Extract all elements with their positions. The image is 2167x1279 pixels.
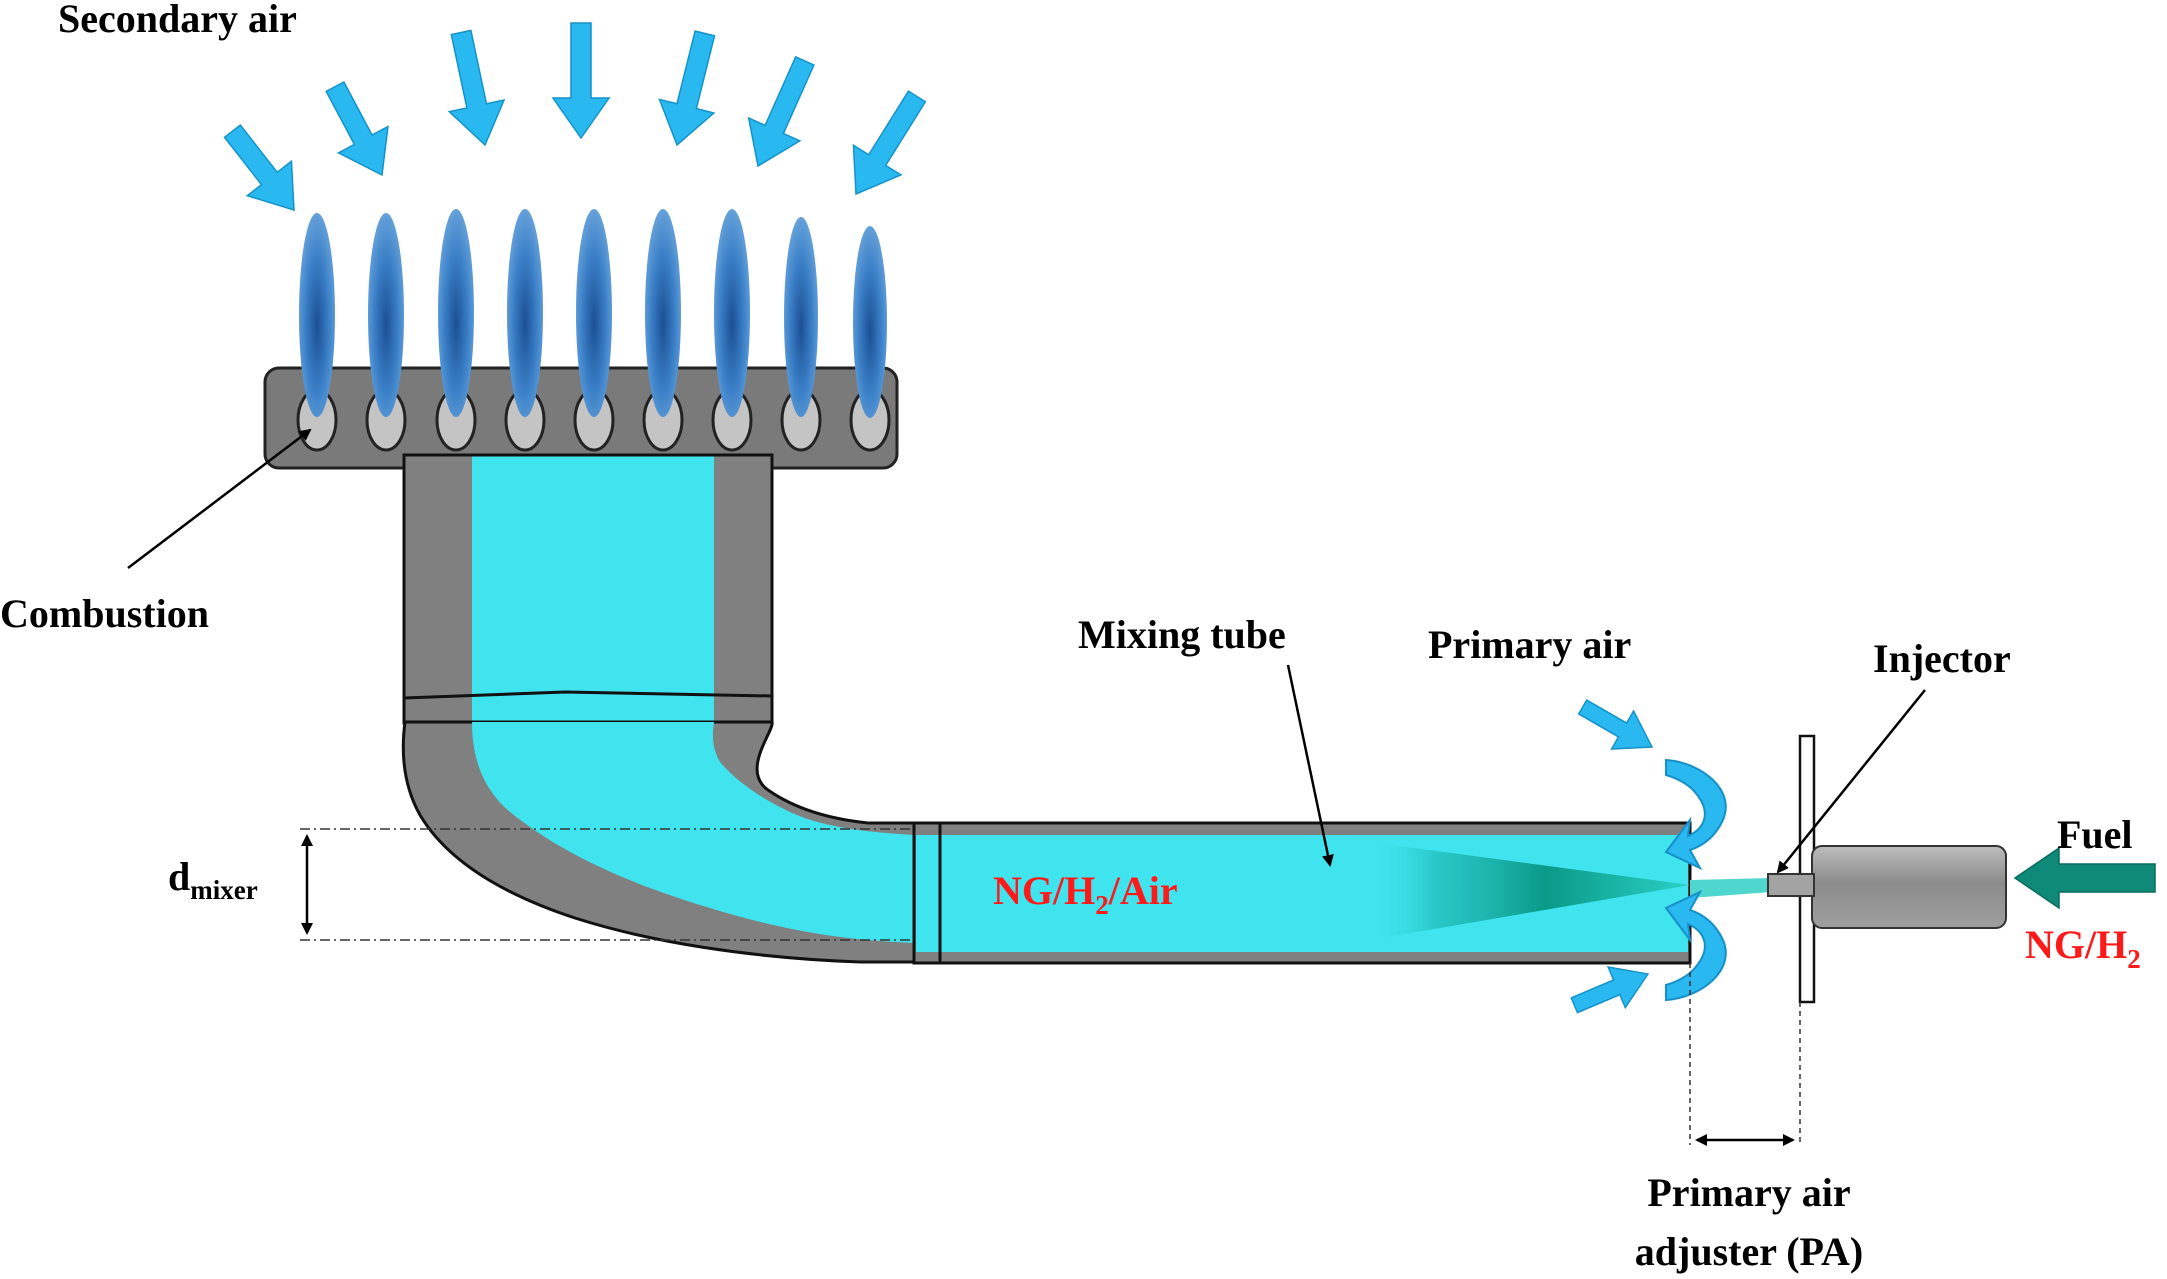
primary-air-label: Primary air (1428, 622, 1631, 667)
fuel-type-label: NG/H2 (2025, 922, 2141, 974)
tube-coupling (912, 821, 942, 965)
elbow-mixture (472, 722, 915, 943)
flame-icon (507, 209, 543, 417)
swirl-arrow-icon (1664, 889, 1727, 1002)
swirl-arrow-icon (1664, 758, 1727, 871)
mixing-tube-leader (1286, 664, 1334, 867)
air-arrow-icon (447, 29, 506, 147)
primary-air-arrows (1570, 699, 1654, 1014)
pa-label-line2: adjuster (PA) (1635, 1229, 1863, 1274)
air-arrow-icon (852, 90, 927, 196)
flames (299, 209, 887, 418)
air-arrow-icon (551, 22, 611, 140)
injector-nozzle (1767, 873, 1815, 897)
pa-label-line1: Primary air (1647, 1170, 1850, 1215)
d-mixer-label: dmixer (168, 854, 258, 905)
air-arrow-icon (1577, 699, 1654, 750)
flame-icon (576, 209, 612, 417)
air-arrow-icon (747, 55, 815, 168)
mixture-label: NG/H2/Air (993, 868, 1178, 920)
air-arrow-icon (325, 80, 389, 177)
flame-icon (645, 209, 681, 417)
combustion-leader (127, 428, 312, 569)
fuel-arrow-icon (2013, 846, 2156, 910)
flame-icon (368, 213, 404, 417)
pa-dimension (1689, 963, 1801, 1146)
combustion-label: Combustion (0, 591, 209, 636)
mixing-tube-label: Mixing tube (1078, 612, 1286, 657)
riser-joint (402, 690, 774, 724)
flame-icon (438, 209, 474, 417)
flame-icon (784, 217, 818, 417)
air-arrow-icon (1570, 966, 1650, 1014)
flame-icon (853, 226, 887, 418)
air-arrow-icon (658, 30, 716, 147)
secondary-air-label: Secondary air (58, 0, 297, 41)
air-arrow-icon (223, 123, 295, 212)
d-mixer-dimension (300, 828, 914, 941)
fuel-jet-cone (1370, 842, 1690, 940)
flame-icon (299, 213, 335, 417)
injector-jet (1690, 878, 1772, 898)
fuel-label: Fuel (2057, 812, 2133, 857)
injector-label: Injector (1873, 636, 2011, 681)
riser-mixture (472, 455, 714, 723)
burner-ports (296, 388, 891, 452)
injector-body (1811, 845, 2007, 929)
injector-leader (1776, 689, 1926, 874)
flame-icon (714, 209, 750, 417)
secondary-air-arrows (223, 22, 927, 212)
